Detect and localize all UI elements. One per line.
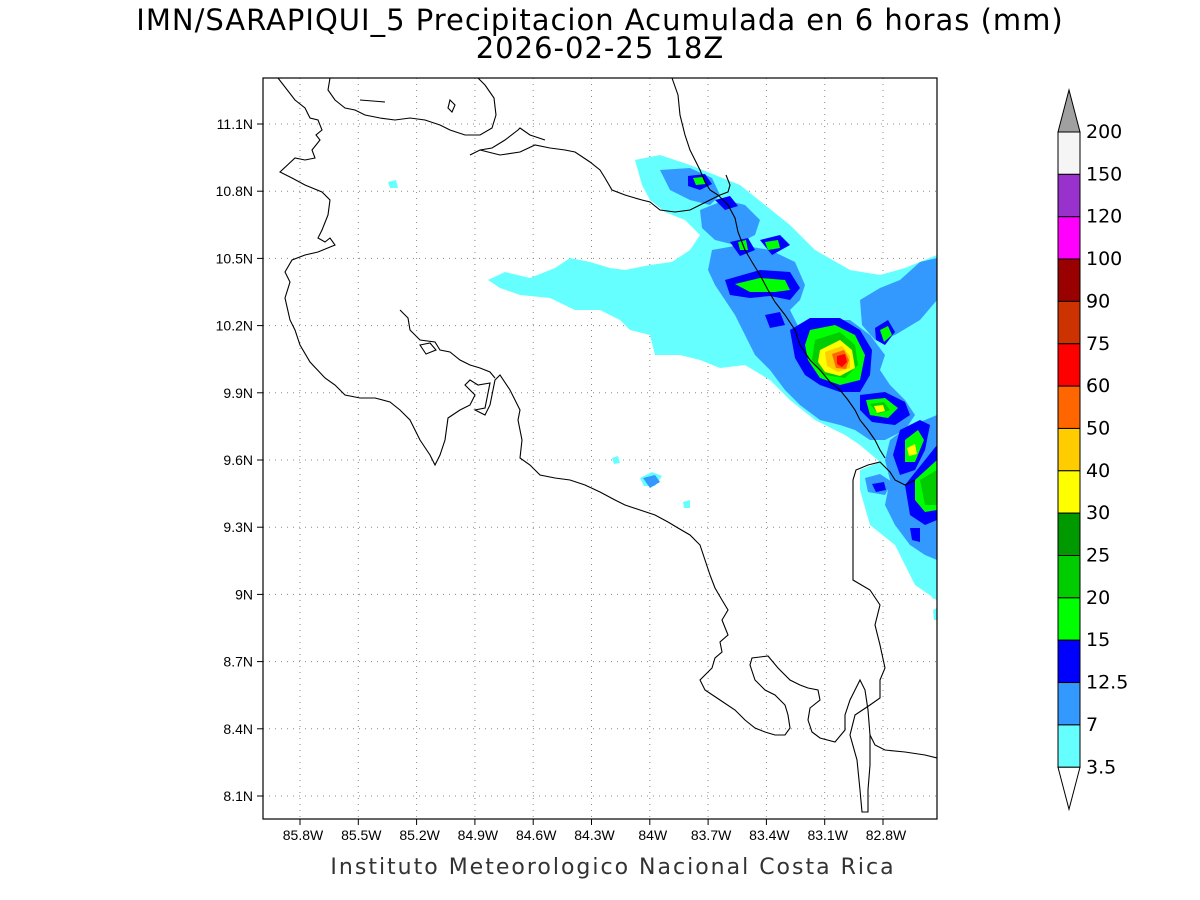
colorbar-segment xyxy=(1057,427,1081,472)
lon-tick-label: 82.8W xyxy=(866,827,907,843)
latitude-axis: 11.1N 10.8N 10.5N 10.2N 9.9N 9.6N 9.3N 9N 8.7N 8.… xyxy=(216,116,263,804)
colorbar-label: 12.5 xyxy=(1086,672,1128,694)
colorbar-segment xyxy=(1057,597,1081,641)
colorbar-segment xyxy=(1057,470,1081,514)
lon-tick-label: 85.2W xyxy=(399,827,440,843)
colorbar-segment xyxy=(1057,258,1081,302)
lon-tick-label: 83.7W xyxy=(691,827,732,843)
lat-tick-label: 11.1N xyxy=(217,116,253,132)
lat-tick-label: 10.8N xyxy=(216,183,253,199)
credit-footer: Instituto Meteorologico Nacional Costa R… xyxy=(330,855,896,880)
colorbar-segment xyxy=(1057,173,1081,218)
lon-tick-label: 84.9W xyxy=(458,827,499,843)
colorbar-lower-triangle xyxy=(1057,766,1081,812)
lat-tick-label: 9.3N xyxy=(223,519,253,535)
colorbar-segment xyxy=(1057,385,1081,429)
precipitation-field xyxy=(388,155,937,620)
lat-tick-label: 9.6N xyxy=(223,452,253,468)
colorbar-label: 120 xyxy=(1086,206,1122,228)
colorbar-segment xyxy=(1057,300,1081,345)
lat-tick-label: 9N xyxy=(235,586,253,602)
colorbar-label: 15 xyxy=(1086,629,1110,651)
lon-tick-label: 85.8W xyxy=(283,827,324,843)
colorbar-label: 100 xyxy=(1086,248,1122,270)
colorbar-segment xyxy=(1057,724,1081,768)
lat-tick-label: 8.1N xyxy=(223,788,253,804)
colorbar-segment xyxy=(1057,343,1081,387)
colorbar-label: 30 xyxy=(1086,502,1110,524)
colorbar-upper-triangle xyxy=(1057,88,1081,133)
colorbar-label: 20 xyxy=(1086,587,1110,609)
lat-tick-label: 9.9N xyxy=(223,385,253,401)
lat-tick-label: 8.7N xyxy=(223,654,253,670)
map-panel xyxy=(262,77,938,820)
precipitation-colorbar: 200 150 120 100 90 75 60 50 40 30 25 20 15 12.5 7 3.5 xyxy=(1057,88,1128,812)
colorbar-label: 90 xyxy=(1086,290,1110,312)
colorbar-segment xyxy=(1057,512,1081,557)
colorbar-segment xyxy=(1057,216,1081,260)
lat-tick-label: 10.2N xyxy=(216,318,253,334)
colorbar-label: 3.5 xyxy=(1086,756,1116,778)
colorbar-label: 7 xyxy=(1086,714,1098,736)
colorbar-segment xyxy=(1057,682,1081,726)
colorbar-label: 60 xyxy=(1086,375,1110,397)
map-title: IMN/SARAPIQUI_5 Precipitacion Acumulada … xyxy=(136,3,1064,37)
longitude-axis: 85.8W 85.5W 85.2W 84.9W 84.6W 84.3W 84W 83.7W 83… xyxy=(283,819,907,843)
colorbar-label: 75 xyxy=(1086,333,1110,355)
colorbar-label: 40 xyxy=(1086,460,1110,482)
lat-tick-label: 8.4N xyxy=(223,721,253,737)
lon-tick-label: 85.5W xyxy=(341,827,382,843)
colorbar-segment xyxy=(1057,555,1081,599)
lon-tick-label: 84.6W xyxy=(516,827,557,843)
lon-tick-label: 84W xyxy=(638,827,668,843)
colorbar-segment xyxy=(1057,131,1081,175)
precip-60mm-area xyxy=(837,354,847,367)
lon-tick-label: 83.1W xyxy=(807,827,848,843)
lat-tick-label: 10.5N xyxy=(216,250,253,266)
colorbar-label: 150 xyxy=(1086,163,1122,185)
colorbar-label: 200 xyxy=(1086,121,1122,143)
colorbar-label: 50 xyxy=(1086,417,1110,439)
colorbar-label: 25 xyxy=(1086,545,1110,567)
lon-tick-label: 83.4W xyxy=(749,827,790,843)
map-subtitle-datetime: 2026-02-25 18Z xyxy=(475,31,725,65)
colorbar-segment xyxy=(1057,639,1081,684)
grid-lines xyxy=(263,78,937,819)
lon-tick-label: 84.3W xyxy=(574,827,615,843)
coastline-borders xyxy=(277,78,937,813)
